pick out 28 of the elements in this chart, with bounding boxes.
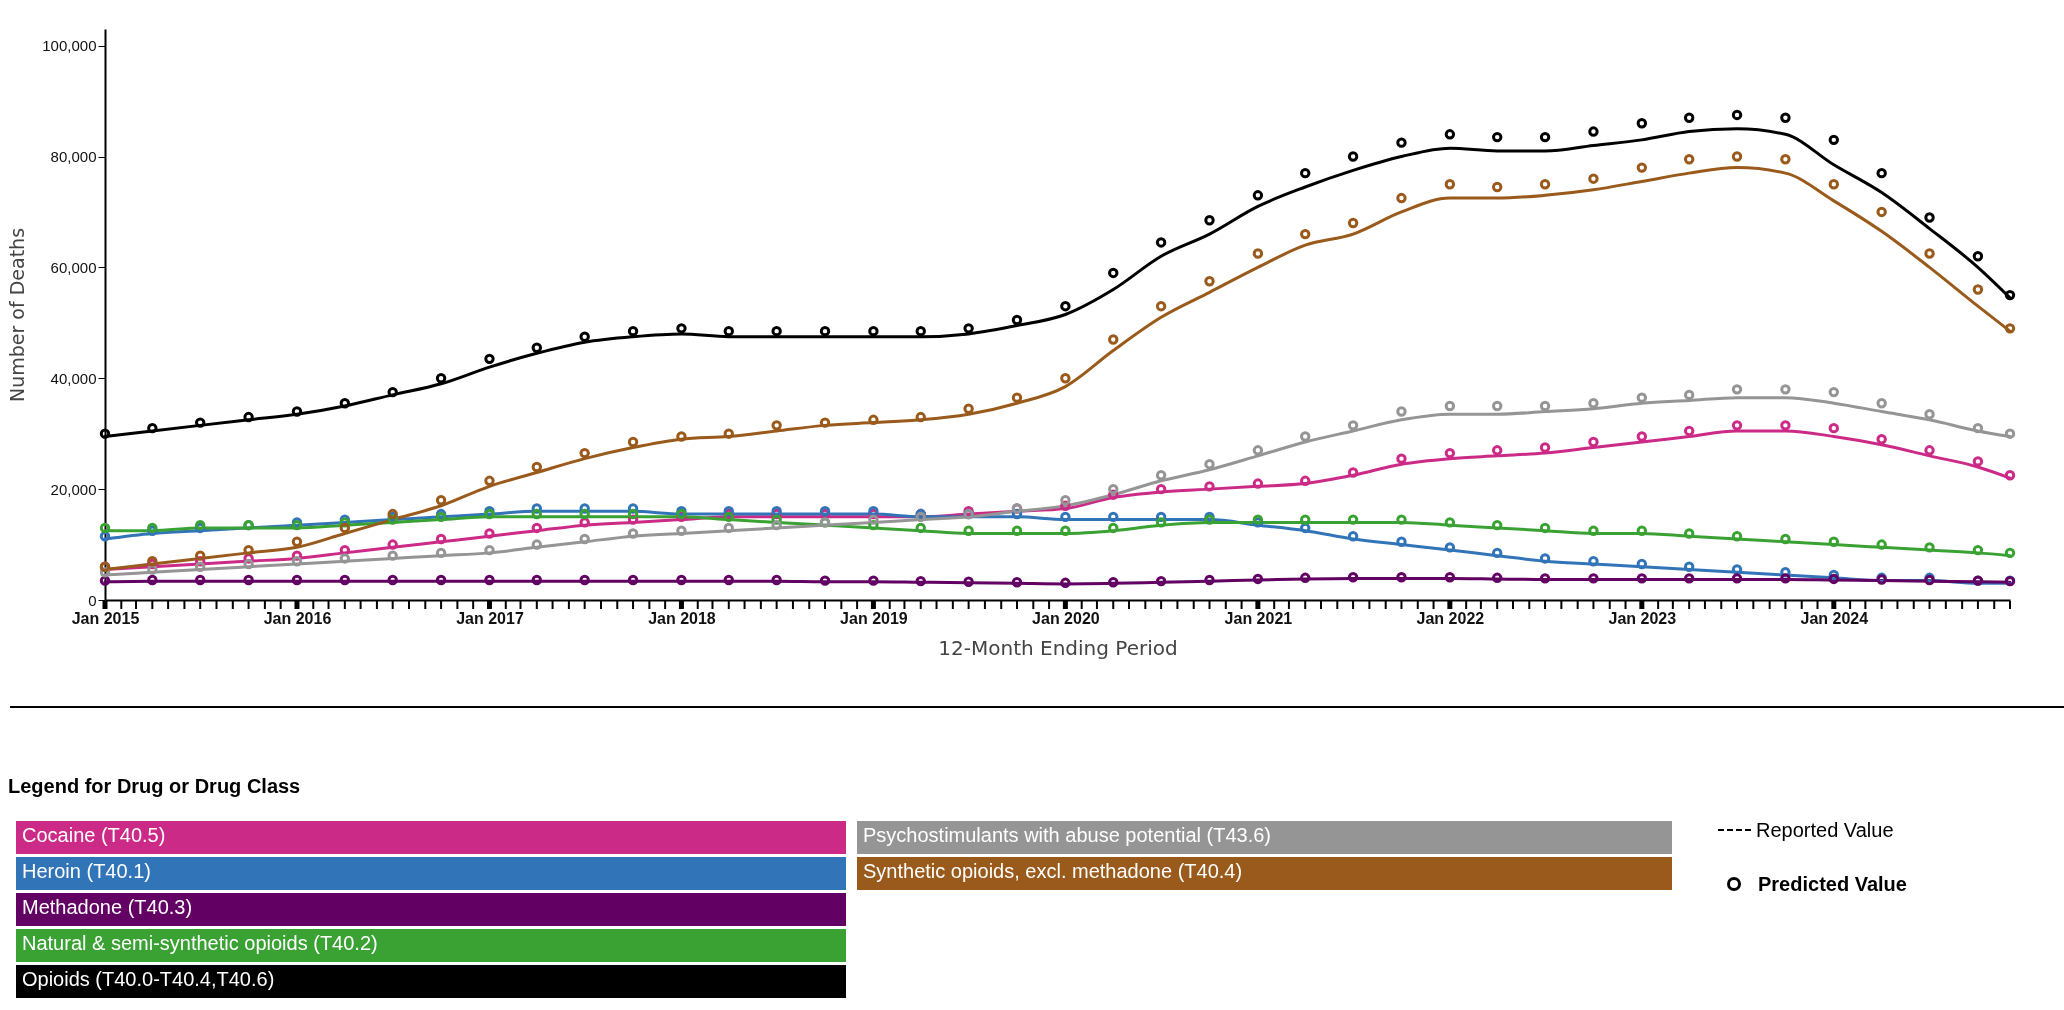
x-tick-label: Jan 2018	[648, 609, 716, 627]
x-tick-label: Jan 2023	[1608, 609, 1677, 627]
text: Methadone (T40.3)	[16, 893, 846, 926]
text: Cocaine (T40.5)	[16, 821, 846, 854]
x-tick-label: Jan 2019	[840, 609, 908, 627]
text: Reported Value	[1756, 818, 1894, 842]
y-axis-title: Number of Deaths	[6, 227, 29, 403]
y-tick-label: 100,000	[42, 37, 97, 55]
y-tick-label: 40,000	[50, 369, 97, 387]
x-tick-label: Jan 2024	[1800, 609, 1869, 627]
text: Heroin (T40.1)	[16, 857, 846, 890]
text: Predicted Value	[1758, 872, 1907, 896]
x-tick-label: Jan 2016	[263, 609, 332, 627]
x-tick-label: Jan 2021	[1224, 609, 1293, 627]
y-tick-label: 80,000	[50, 148, 97, 165]
y-tick-label: 60,000	[50, 258, 97, 276]
text: Synthetic opioids, excl. methadone (T40.4)	[857, 857, 1672, 890]
text: Natural & semi-synthetic opioids (T40.2)	[16, 929, 846, 962]
y-tick-label: 20,000	[50, 480, 97, 498]
y-tick-label: 0	[88, 591, 97, 609]
x-tick-label: Jan 2020	[1032, 609, 1100, 627]
text: Opioids (T40.0-T40.4,T40.6)	[16, 965, 846, 998]
x-tick-label: Jan 2022	[1416, 609, 1485, 627]
x-tick-label: Jan 2017	[456, 609, 524, 627]
x-tick-label: Jan 2015	[71, 609, 140, 627]
legend-title: Legend for Drug or Drug Class	[8, 775, 302, 798]
text: Psychostimulants with abuse potential (T43.6)	[857, 821, 1672, 854]
x-axis-title: 12-Month Ending Period	[938, 635, 1178, 660]
